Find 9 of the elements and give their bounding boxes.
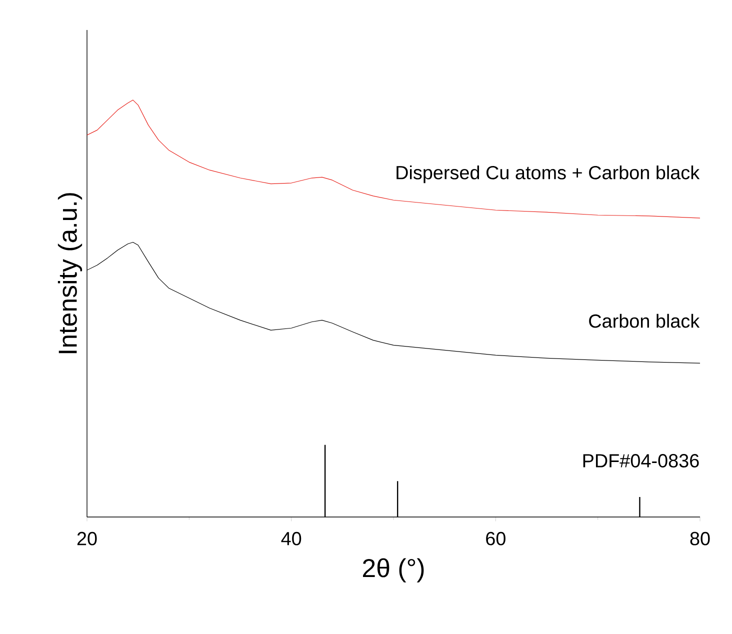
- x-tick-label: 20: [77, 532, 97, 546]
- y-axis-title: Intensity (a.u.): [58, 193, 82, 354]
- x-axis-title: 2θ (°): [362, 558, 424, 582]
- series-label: Dispersed Cu atoms + Carbon black: [396, 165, 700, 184]
- x-tick-label: 40: [281, 532, 302, 546]
- series-label: Carbon black: [589, 314, 700, 328]
- x-tick-label: 80: [690, 532, 710, 546]
- series-label: PDF#04-0836: [583, 454, 699, 468]
- x-tick-label: 60: [486, 532, 506, 546]
